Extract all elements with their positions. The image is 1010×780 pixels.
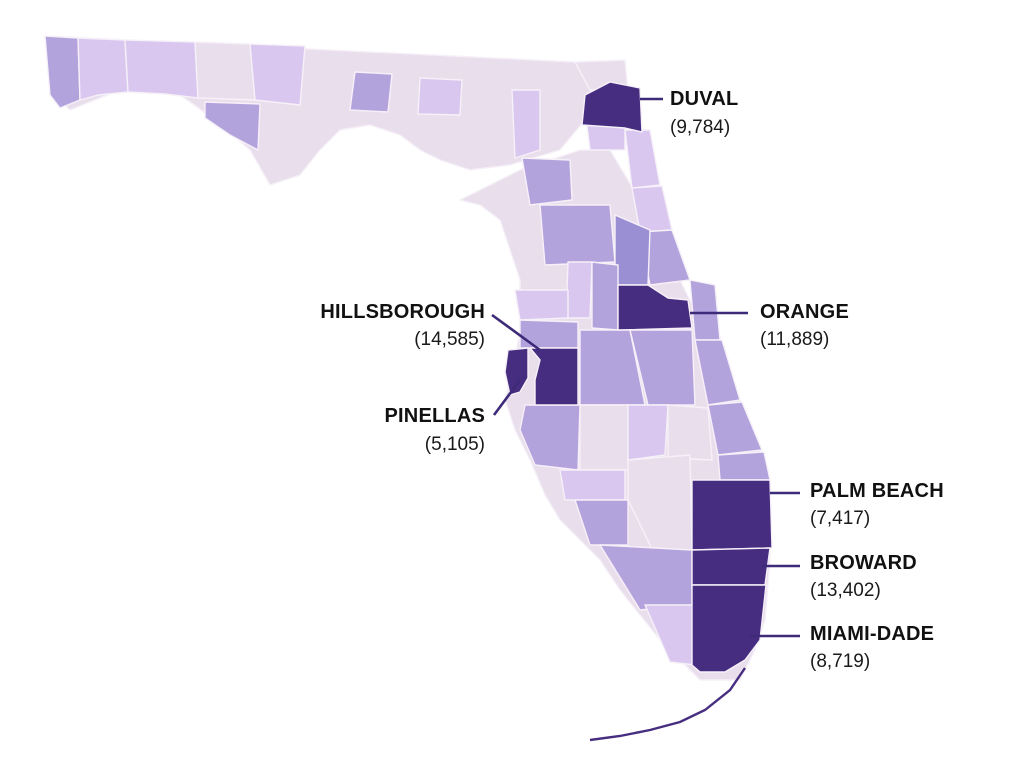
county-region [204, 101, 261, 151]
label-value: (8,719) [810, 651, 870, 672]
state-shape [44, 35, 773, 742]
florida-keys [589, 667, 746, 742]
county-region [521, 157, 573, 206]
county-region [629, 329, 696, 406]
county-region [624, 129, 661, 189]
county-region [644, 604, 696, 666]
county-region [44, 35, 81, 109]
county-region [77, 37, 129, 101]
county-region [249, 43, 306, 106]
county-region [417, 77, 463, 116]
label-value: (14,585) [414, 329, 485, 350]
leader-line-pinellas [492, 379, 522, 416]
county-region [559, 469, 626, 501]
label-name: PINELLAS [385, 405, 486, 427]
county-region [707, 401, 763, 456]
label-value: (7,417) [810, 508, 870, 529]
county-region [539, 204, 616, 266]
county-region [519, 319, 579, 349]
county-region [574, 499, 629, 546]
county-orange [617, 284, 693, 331]
county-region [514, 289, 569, 321]
county-hillsborough [529, 347, 579, 406]
label-value: (11,889) [760, 329, 829, 350]
county-region [689, 279, 721, 341]
county-region [591, 261, 619, 331]
label-name: MIAMI-DADE [810, 623, 934, 645]
label-name: BROWARD [810, 552, 917, 574]
county-region [627, 404, 669, 461]
label-name: PALM BEACH [810, 480, 944, 502]
county-region [124, 39, 199, 99]
label-value: (9,784) [670, 117, 730, 138]
county-region [565, 261, 593, 319]
county-region [349, 71, 393, 113]
county-region [717, 451, 771, 481]
county-duval [581, 81, 643, 133]
label-name: ORANGE [760, 301, 849, 323]
county-broward [691, 547, 771, 586]
label-name: DUVAL [670, 88, 738, 110]
county-region [667, 404, 713, 461]
county-labels: DUVAL (9,784) ORANGE (11,889) HILLSBOROU… [320, 88, 943, 672]
leader-lines [491, 97, 800, 638]
county-region [511, 89, 541, 159]
label-name: HILLSBOROUGH [320, 301, 485, 323]
county-region [579, 404, 629, 471]
leader-line-hillsborough [491, 313, 541, 352]
county-region [194, 41, 256, 101]
county-region [519, 404, 581, 471]
label-value: (5,105) [425, 434, 485, 455]
label-value: (13,402) [810, 580, 881, 601]
county-pinellas [504, 347, 529, 396]
county-miami-dade [691, 584, 767, 673]
county-region [694, 339, 741, 406]
county-palm-beach [691, 479, 773, 551]
